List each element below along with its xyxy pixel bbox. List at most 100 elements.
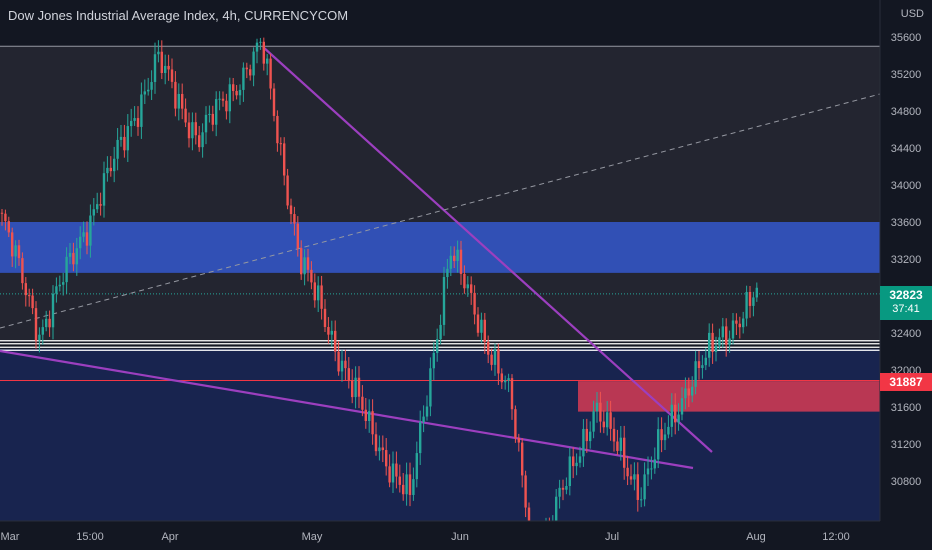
candle-body (72, 252, 75, 265)
candle-body (701, 365, 704, 368)
candle-body (143, 91, 146, 95)
candle-body (446, 268, 449, 278)
last-price-value: 32823 (889, 288, 923, 302)
candle-body (643, 474, 646, 500)
candle-body (334, 330, 337, 352)
candle-body (89, 215, 92, 246)
candle-body (174, 81, 177, 109)
candle-body (4, 213, 7, 222)
candle-body (242, 67, 245, 90)
candle-body (106, 167, 109, 174)
last-price-tag: 32823 37:41 (880, 286, 932, 320)
candle-body (592, 411, 595, 432)
candle-body (283, 143, 286, 176)
candle-body (412, 479, 415, 495)
candle-body (527, 507, 531, 521)
candle-body (232, 84, 235, 91)
candle-body (453, 255, 456, 262)
time-tick-label: Jun (451, 531, 469, 543)
trendline-1 (0, 349, 694, 470)
candle-body (357, 377, 361, 397)
candle-body (300, 248, 303, 275)
candle-body (402, 484, 405, 495)
candle-body (497, 349, 500, 374)
candle-body (17, 245, 21, 259)
candle-body (748, 291, 752, 306)
candle-body (752, 297, 755, 306)
candle-body (653, 459, 656, 469)
time-tick-label: May (302, 531, 323, 543)
candle-body (289, 205, 293, 215)
price-tick-label: 33600 (891, 217, 922, 229)
bar-countdown: 37:41 (892, 303, 920, 315)
candle-body (731, 320, 735, 339)
candle-body (514, 409, 517, 438)
candle-body (371, 411, 374, 435)
candle-body (589, 431, 592, 442)
candle-body (310, 269, 313, 283)
candle-body (99, 204, 102, 206)
candle-body (7, 221, 10, 233)
candle-body (684, 388, 687, 399)
candle-body (85, 232, 89, 246)
candle-body (157, 51, 160, 55)
candle-body (296, 223, 299, 249)
candle-body (313, 282, 316, 301)
candle-body (75, 248, 78, 265)
candle-body (578, 456, 582, 463)
candle-body (201, 132, 204, 148)
candle-body (150, 82, 153, 90)
candle-body (136, 118, 140, 127)
candle-body (184, 108, 187, 123)
price-tick-label: 34400 (891, 143, 922, 155)
candle-body (368, 411, 371, 422)
candle-body (602, 421, 605, 428)
candle-body (555, 496, 558, 521)
candle-body (480, 319, 483, 333)
candle-body (487, 341, 490, 355)
candle-body (728, 338, 731, 345)
candle-body (153, 54, 157, 83)
candle-body (609, 412, 612, 429)
candle-body (667, 426, 670, 435)
candle-body (160, 51, 163, 74)
candle-body (391, 463, 395, 483)
candle-body (238, 89, 242, 96)
candle-body (582, 428, 585, 457)
candle-body (714, 345, 718, 352)
candle-body (419, 421, 422, 454)
candle-body (249, 69, 252, 76)
candle-body (221, 98, 225, 101)
candle-body (317, 285, 320, 301)
candle-body (303, 257, 306, 275)
candle-body (755, 287, 758, 298)
candle-body (636, 474, 639, 500)
price-axis-currency: USD (900, 8, 924, 20)
level-price-tag: 31887 (880, 373, 932, 391)
candle-body (225, 100, 228, 112)
candle-body (670, 404, 673, 427)
candle-body (140, 94, 143, 127)
candle-body (109, 167, 112, 172)
chart-title: Dow Jones Industrial Average Index, 4h, … (8, 8, 349, 23)
candle-body (218, 98, 221, 100)
candle-body (378, 447, 381, 452)
candle-body (130, 120, 133, 127)
candle-body (745, 291, 748, 319)
trendline-0 (262, 46, 713, 453)
price-tick-label: 31600 (891, 402, 922, 414)
candle-body (718, 337, 721, 346)
candle-body (116, 139, 119, 159)
candle-body (436, 339, 439, 353)
candle-body (572, 456, 575, 467)
candle-body (385, 450, 388, 467)
candle-body (565, 486, 568, 490)
candle-body (177, 93, 180, 109)
candle-body (493, 349, 497, 365)
candle-body (677, 414, 680, 423)
time-tick-label: Apr (161, 531, 178, 543)
candle-body (21, 258, 24, 284)
candle-body (24, 283, 27, 296)
